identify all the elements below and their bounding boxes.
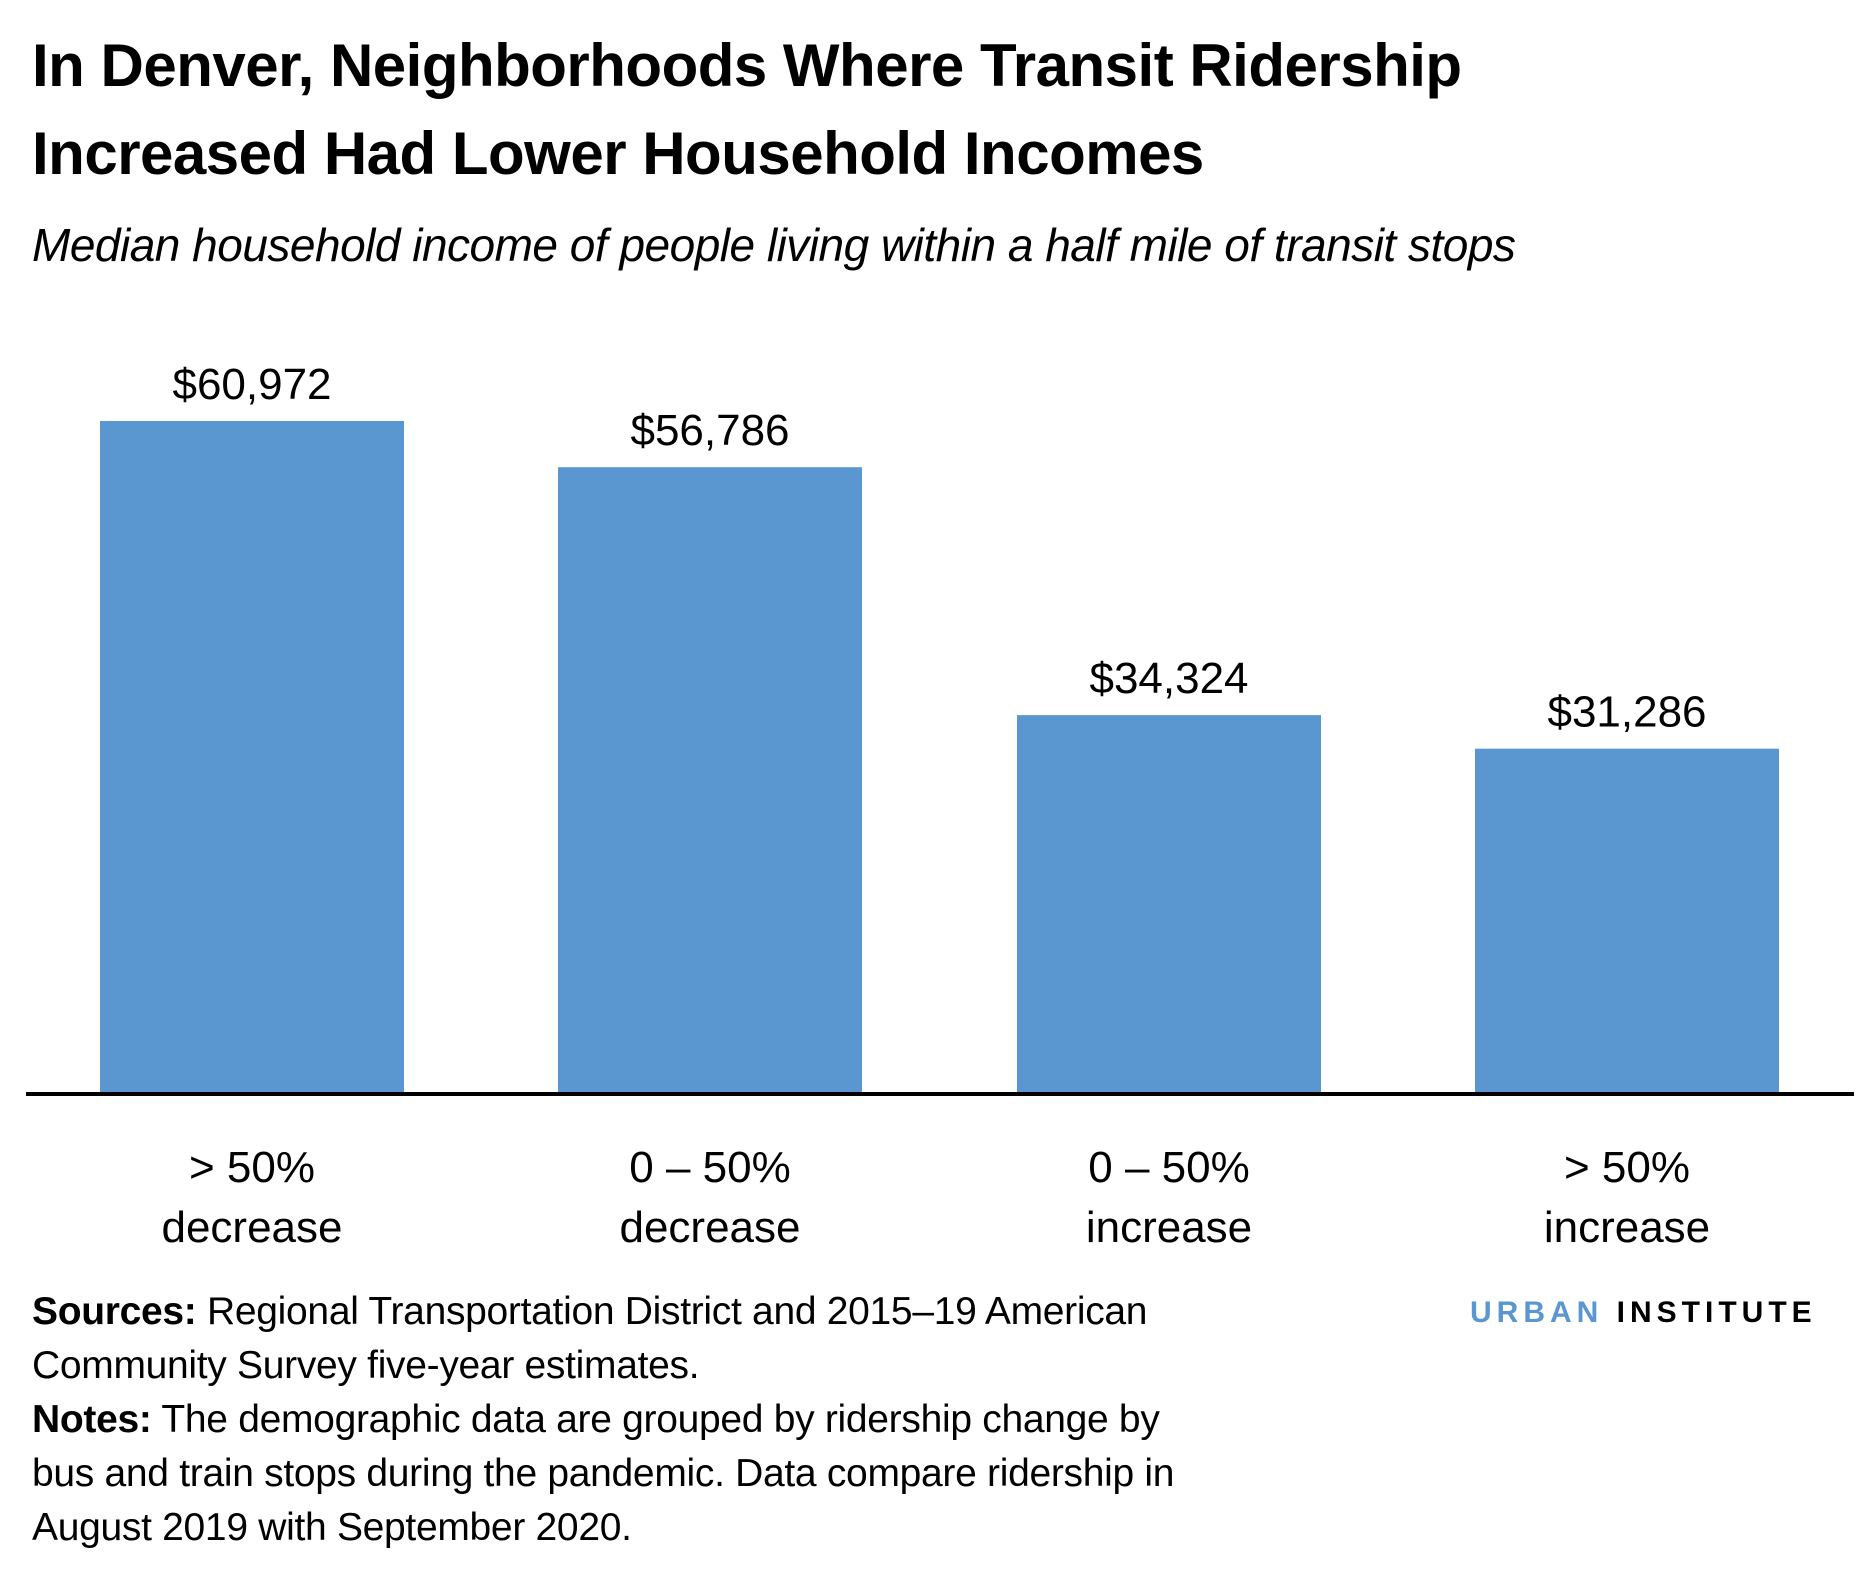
category-label-2-0: 0 – 50% [1088, 1143, 1249, 1192]
notes-text: The demographic data are grouped by ride… [32, 1398, 1175, 1549]
category-label-1-1: decrease [619, 1203, 800, 1252]
bar-2 [1017, 715, 1321, 1094]
sources-text: Regional Transportation District and 201… [32, 1290, 1148, 1387]
title-line-1: In Denver, Neighborhoods Where Transit R… [32, 32, 1462, 99]
data-label-2: $34,324 [1089, 654, 1248, 703]
category-label-1-0: 0 – 50% [629, 1143, 790, 1192]
sources-label: Sources: [32, 1290, 197, 1333]
data-label-3: $31,286 [1547, 688, 1706, 737]
category-label-2-1: increase [1086, 1203, 1252, 1252]
notes-label: Notes: [32, 1398, 152, 1441]
category-label-0-1: decrease [161, 1203, 342, 1252]
urban-institute-logo: URBAN INSTITUTE [1470, 1296, 1817, 1330]
category-label-3-1: increase [1544, 1203, 1710, 1252]
bar-1 [558, 467, 862, 1094]
notes: Notes: The demographic data are grouped … [32, 1393, 1212, 1555]
category-label-0-0: > 50% [189, 1143, 315, 1192]
sources: Sources: Regional Transportation Distric… [32, 1285, 1212, 1393]
data-label-1: $56,786 [630, 406, 789, 455]
chart-subtitle: Median household income of people living… [32, 219, 1516, 271]
bar-3 [1475, 748, 1779, 1094]
logo-institute: INSTITUTE [1616, 1296, 1817, 1329]
bar-0 [100, 421, 404, 1094]
category-label-3-0: > 50% [1564, 1143, 1690, 1192]
title-line-2: Increased Had Lower Household Incomes [32, 120, 1204, 187]
bar-chart: $60,972 > 50% decrease $56,786 0 – 50% decrea… [26, 360, 1854, 1252]
data-label-0: $60,972 [172, 360, 331, 409]
chart-title: In Denver, Neighborhoods Where Transit R… [32, 22, 1462, 198]
source-notes: Sources: Regional Transportation Distric… [32, 1285, 1212, 1555]
logo-urban: URBAN [1470, 1296, 1604, 1329]
